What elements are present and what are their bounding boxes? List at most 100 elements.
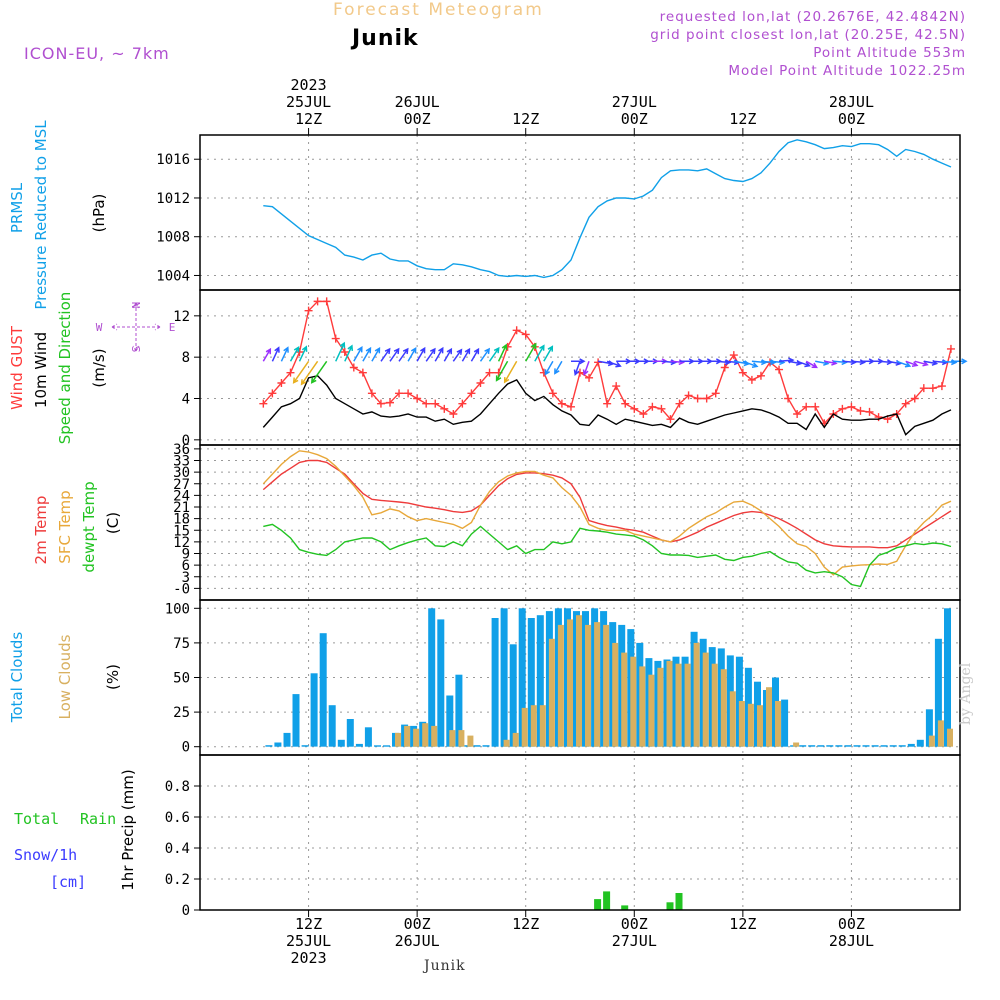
low-cloud-bar xyxy=(666,660,673,747)
wind-direction-arrow xyxy=(554,360,563,375)
gust-marker xyxy=(322,297,331,306)
wind-direction-arrow xyxy=(335,341,346,362)
wind-direction-arrow xyxy=(525,342,537,362)
wind-direction-arrow xyxy=(495,360,509,382)
low-cloud-bar xyxy=(738,701,745,747)
wind-direction-arrow xyxy=(470,347,480,362)
wind-direction-arrow xyxy=(742,360,759,368)
gust-marker xyxy=(585,373,594,382)
wind-direction-arrow xyxy=(606,360,622,368)
gust-marker xyxy=(286,368,295,377)
top-xtick-label: 25JUL xyxy=(286,93,331,111)
total-cloud-bar xyxy=(536,615,544,747)
low-cloud-bar xyxy=(720,669,727,747)
total-cloud-bar xyxy=(781,699,789,747)
clouds-ytick-label: 50 xyxy=(173,671,190,687)
rain-bar xyxy=(603,891,611,910)
wind-unit-label: (m/s) xyxy=(90,348,108,387)
gust-marker xyxy=(358,368,367,377)
gust-marker xyxy=(404,389,413,398)
gust-marker xyxy=(422,399,431,408)
wind-direction-arrow xyxy=(371,346,381,362)
footer-location: Junik xyxy=(424,958,466,974)
t2m-label: 2m Temp xyxy=(32,496,50,565)
clouds-ytick-label: 75 xyxy=(173,636,190,652)
compass-west: W xyxy=(96,321,103,334)
wind-direction-arrow xyxy=(292,360,310,384)
wind-direction-arrow xyxy=(582,361,590,376)
temperature-ytick-label: 27 xyxy=(173,477,190,493)
low-cloud-bar xyxy=(530,705,537,747)
gust-marker xyxy=(802,402,811,411)
wind-direction-arrow xyxy=(310,360,328,384)
bottom-xtick-label: 00Z xyxy=(404,915,431,933)
gust-marker xyxy=(747,375,756,384)
low-cloud-bar xyxy=(567,619,573,747)
gust-marker xyxy=(521,330,530,339)
wind-direction-arrow xyxy=(271,346,280,362)
gust-marker xyxy=(657,404,666,413)
gust-marker xyxy=(720,363,729,372)
gust-marker xyxy=(729,351,738,360)
low-cloud-bar xyxy=(449,730,456,747)
gust-marker xyxy=(467,389,476,398)
low-cloud-bar xyxy=(612,642,619,747)
wind-direction-label: Speed and Direction xyxy=(56,292,74,445)
gust-marker xyxy=(612,382,621,391)
total-cloud-bar xyxy=(889,745,897,747)
bottom-xtick-label: 26JUL xyxy=(395,932,440,950)
total-cloud-bar xyxy=(934,638,942,747)
gust-marker xyxy=(838,404,847,413)
gust-marker xyxy=(675,399,684,408)
low-cloud-bar xyxy=(512,732,519,747)
temperature-ytick-label: 9 xyxy=(182,547,190,563)
wind-direction-arrow xyxy=(389,347,400,362)
pressure-label: PRMSL xyxy=(8,182,26,233)
pressure-line xyxy=(263,139,952,279)
total-cloud-bar xyxy=(871,745,879,747)
total-cloud-bar xyxy=(364,727,372,747)
low-cloud-bar xyxy=(648,674,655,747)
total-cloud-bar xyxy=(862,745,870,747)
compass-east: E xyxy=(169,321,176,334)
low-cloud-bar xyxy=(793,742,800,747)
low-cloud-bar xyxy=(395,732,401,747)
requested-coords: requested lon,lat (20.2676E, 42.4842N) xyxy=(659,9,966,25)
temperature-ytick-label: 33 xyxy=(173,454,190,470)
clouds-ytick-label: 100 xyxy=(165,601,190,617)
total-cloud-bar xyxy=(437,619,445,747)
low-cloud-bar xyxy=(747,703,754,747)
pressure-unit-label: (hPa) xyxy=(90,194,108,233)
wind-direction-arrow xyxy=(914,360,929,367)
gust-marker xyxy=(702,394,711,403)
low-cloud-bar xyxy=(539,705,546,747)
top-xtick-label: 12Z xyxy=(295,110,322,128)
gust-marker xyxy=(557,399,566,408)
total-cloud-bar xyxy=(292,694,300,747)
total-cloud-bar xyxy=(383,745,390,747)
gust-marker xyxy=(458,399,467,408)
snow-label: Snow/1h xyxy=(14,846,77,864)
total-cloud-bar xyxy=(518,608,526,747)
total-cloud-bar xyxy=(355,743,363,747)
wind-ytick-label: 4 xyxy=(182,392,190,408)
temperature-ytick-label: 30 xyxy=(173,465,190,481)
wind-direction-arrow xyxy=(760,359,777,366)
low-cloud-bar xyxy=(431,725,438,747)
wind-direction-arrow xyxy=(353,346,363,362)
bottom-xtick-label: 2023 xyxy=(291,949,327,967)
precip-ytick-label: 0 xyxy=(182,903,190,919)
wind-direction-arrow xyxy=(571,358,586,365)
total-cloud-bar xyxy=(301,745,309,747)
wind-direction-arrow xyxy=(905,360,919,367)
low-cloud-bar xyxy=(928,735,935,747)
low-cloud-bar xyxy=(711,663,718,747)
total-cloud-bar xyxy=(473,745,481,747)
wind-direction-arrow xyxy=(661,359,677,366)
bottom-xtick-label: 12Z xyxy=(512,915,539,933)
gust-marker xyxy=(259,399,268,408)
rain-bar xyxy=(675,893,683,910)
low-cloud-bar xyxy=(548,638,555,747)
wind-direction-arrow xyxy=(289,346,300,362)
low-cloud-bar xyxy=(521,707,528,747)
